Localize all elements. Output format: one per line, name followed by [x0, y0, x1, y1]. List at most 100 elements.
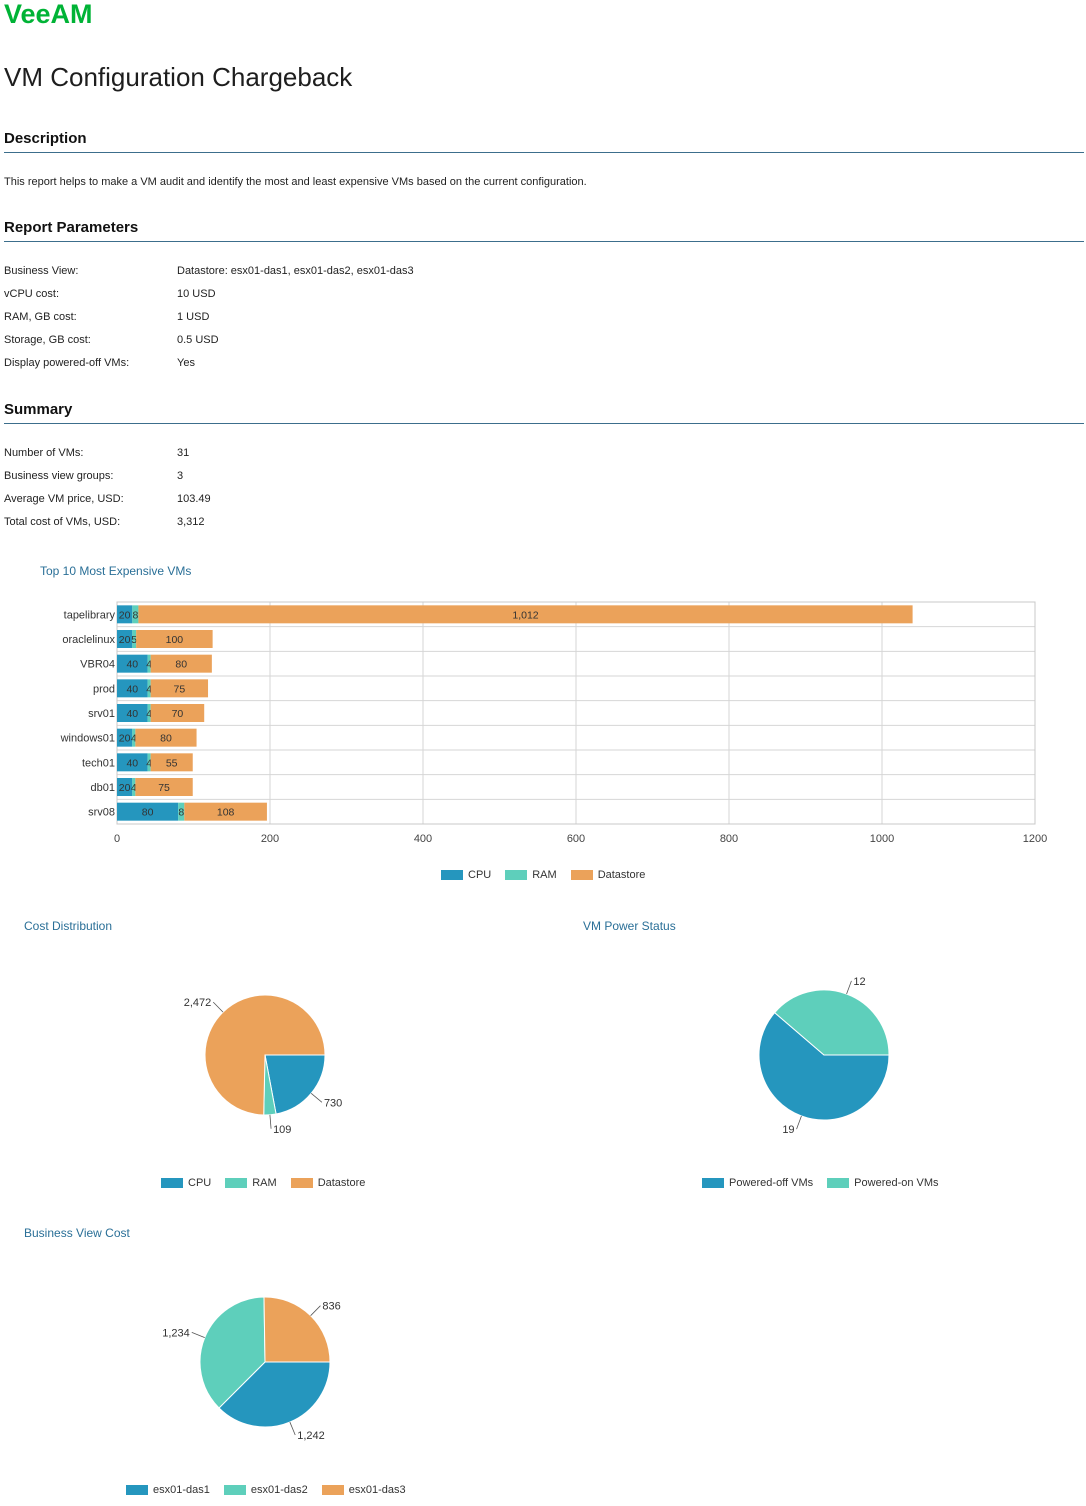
- legend-label: esx01-das2: [250, 1484, 308, 1497]
- bar-data-label: 20: [119, 634, 131, 646]
- param-label: Display powered-off VMs:: [4, 357, 130, 369]
- legend-item-esx01-das3: esx01-das3: [321, 1484, 406, 1497]
- parameters-heading: Report Parameters: [4, 219, 139, 236]
- param-label: Business View:: [4, 265, 79, 277]
- pie-leader-line: [796, 1115, 802, 1130]
- bar-cpu: [117, 802, 179, 821]
- veeam-logo: VeeAM: [4, 0, 120, 29]
- legend-item-powered-off-vms: Powered-off VMs: [702, 1177, 813, 1189]
- legend-swatch: [161, 1178, 183, 1189]
- pie-data-label: 19: [782, 1124, 794, 1136]
- legend-label: esx01-das3: [348, 1484, 406, 1497]
- x-tick-label: 400: [414, 833, 432, 845]
- legend-label: esx01-das1: [153, 1484, 210, 1497]
- param-value: Datastore: esx01-das1, esx01-das2, esx01…: [177, 265, 414, 277]
- business-view-cost-pie: 1,242 1,234 836: [162, 1296, 341, 1442]
- pie-slice-esx01-das1: [218, 1361, 331, 1428]
- pie-leader-line: [269, 1114, 272, 1129]
- summary-label: Number of VMs:: [4, 447, 84, 459]
- summary-value: 3: [177, 470, 184, 482]
- legend-label: CPU: [468, 869, 492, 882]
- legend-swatch: [126, 1485, 148, 1496]
- bar-data-label: 4: [146, 708, 152, 720]
- pie-leader-line: [310, 1093, 323, 1103]
- legend-label: RAM: [532, 869, 557, 882]
- bar-datastore: [150, 679, 209, 698]
- category-label: oraclelinux: [62, 634, 115, 646]
- bar-data-label: 5: [131, 634, 137, 646]
- legend-item-esx01-das2: esx01-das2: [223, 1484, 308, 1497]
- business-view-cost-legend: esx01-das1 esx01-das2 esx01-das3: [126, 1484, 420, 1498]
- description-text: This report helps to make a VM audit and…: [4, 176, 587, 188]
- x-tick-label: 600: [567, 833, 585, 845]
- category-label: tapelibrary: [64, 609, 116, 621]
- category-label: tech01: [82, 757, 115, 769]
- legend-item-powered-on-vms: Powered-on VMs: [827, 1177, 939, 1190]
- pie-leader-line: [310, 1305, 321, 1316]
- param-label: vCPU cost:: [4, 288, 60, 300]
- bar-ram: [147, 753, 151, 772]
- legend-item-cpu: CPU: [161, 1177, 211, 1189]
- bar-ram: [147, 654, 151, 673]
- legend-item-ram: RAM: [505, 869, 557, 882]
- bar-datastore: [150, 704, 205, 722]
- power-status-legend: Powered-off VMs Powered-on VMs: [702, 1177, 953, 1191]
- legend-item-esx01-das1: esx01-das1: [126, 1484, 210, 1496]
- cost-distribution-pie: 730 109 2,472: [184, 994, 342, 1136]
- bar-data-label: 70: [172, 708, 184, 720]
- legend-swatch: [505, 870, 528, 881]
- legend-label: RAM: [252, 1177, 277, 1190]
- legend-label: CPU: [188, 1177, 212, 1190]
- bar-data-label: 1,012: [512, 609, 538, 621]
- legend-label: Powered-off VMs: [729, 1177, 814, 1190]
- legend-swatch: [570, 870, 593, 881]
- cost-distribution-legend: CPU RAM Datastore: [161, 1177, 379, 1191]
- summary-label: Business view groups:: [4, 470, 114, 482]
- param-value: 0.5 USD: [177, 334, 219, 346]
- pie-slice-cpu: [264, 1054, 326, 1115]
- bar-ram: [132, 728, 136, 747]
- category-label: VBR04: [80, 659, 115, 671]
- description-heading: Description: [4, 130, 87, 147]
- legend-swatch: [441, 870, 463, 881]
- legend-label: Powered-on VMs: [854, 1177, 939, 1190]
- category-label: windows01: [60, 733, 115, 745]
- pie-data-label: 1,242: [297, 1430, 325, 1442]
- pie-leader-line: [289, 1421, 296, 1436]
- summary-heading: Summary: [4, 401, 73, 418]
- bar-cpu: [117, 704, 148, 722]
- bar-data-label: 20: [119, 782, 131, 794]
- pie-slice-esx01-das3: [263, 1296, 331, 1363]
- bar-ram: [132, 605, 139, 624]
- legend-item-ram: RAM: [225, 1177, 277, 1190]
- pie-slice-esx01-das2: [199, 1296, 266, 1409]
- category-label: prod: [93, 683, 115, 695]
- bar-data-label: 55: [166, 757, 178, 769]
- bar-datastore: [150, 753, 193, 772]
- legend-swatch: [702, 1178, 724, 1189]
- bar-data-label: 8: [132, 609, 138, 621]
- summary-label: Total cost of VMs, USD:: [4, 516, 121, 528]
- x-tick-label: 1200: [1023, 833, 1047, 845]
- x-tick-label: 800: [720, 833, 738, 845]
- bar-data-label: 4: [146, 659, 152, 671]
- legend-swatch: [223, 1485, 246, 1496]
- legend-swatch: [290, 1178, 313, 1189]
- param-value: 1 USD: [177, 311, 210, 323]
- x-tick-label: 1000: [870, 833, 894, 845]
- bar-data-label: 8: [178, 807, 184, 819]
- bar-datastore: [138, 605, 913, 624]
- bar-data-label: 80: [175, 659, 187, 671]
- legend-label: Datastore: [317, 1177, 366, 1190]
- param-label: RAM, GB cost:: [4, 311, 77, 323]
- pie-data-label: 2,472: [184, 997, 212, 1009]
- section-divider: [4, 241, 1084, 242]
- pie-data-label: 1,234: [162, 1327, 190, 1339]
- bar-chart-legend: CPU RAM Datastore: [441, 869, 659, 883]
- bar-datastore: [135, 728, 197, 747]
- bar-datastore: [136, 630, 213, 648]
- bar-data-label: 40: [126, 659, 138, 671]
- page-title: VM Configuration Chargeback: [4, 62, 353, 92]
